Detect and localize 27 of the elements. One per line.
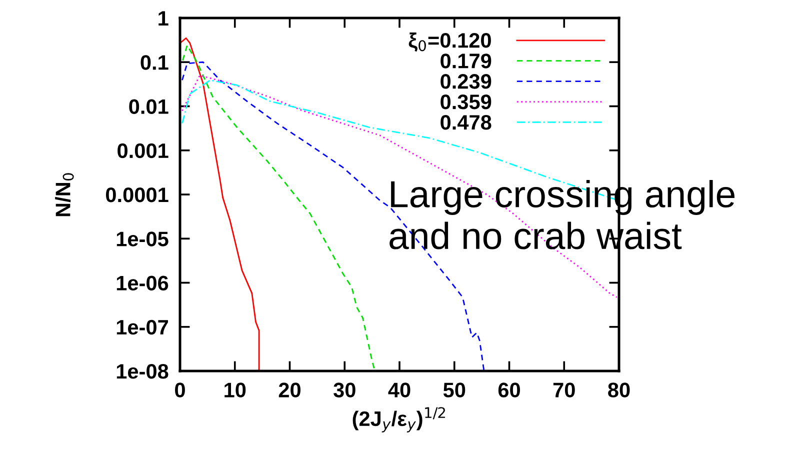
x-tick-label: 80	[608, 382, 630, 398]
x-tick-label: 10	[224, 382, 246, 398]
x-tick-label: 20	[278, 382, 300, 398]
y-tick-label: 1e-05	[116, 232, 168, 246]
x-tick-label: 70	[553, 382, 575, 398]
legend-label: 0.359	[440, 94, 492, 110]
x-tick-label: 0	[175, 382, 185, 398]
legend-label: 0.239	[440, 74, 492, 89]
y-tick-label: 1e-07	[116, 320, 168, 335]
y-tick-label: 0.01	[129, 99, 168, 114]
y-tick-label: 0.1	[140, 55, 168, 70]
x-tick-label: 30	[334, 382, 356, 398]
y-tick-label: 1e-08	[116, 364, 168, 379]
x-tick-label: 50	[443, 382, 466, 398]
y-tick-label: 0.0001	[106, 188, 168, 202]
legend-label: ξ$_{0}$=0.120	[408, 32, 491, 52]
x-axis-title: (2J$_{y}$/ε$_{y}$)$^{1/2}$	[352, 407, 445, 432]
legend-label: 0.478	[440, 114, 492, 130]
line-series	[180, 37, 260, 371]
y-axis-title: N/N$_{0}$	[55, 173, 74, 216]
line-series	[182, 44, 376, 371]
y-tick-label: 1	[158, 11, 168, 26]
x-tick-label: 60	[498, 382, 520, 398]
y-tick-label: 1e-06	[116, 276, 168, 291]
y-tick-label: 0.001	[118, 143, 168, 158]
x-tick-label: 40	[388, 382, 410, 398]
legend-label: 0.179	[440, 54, 492, 68]
